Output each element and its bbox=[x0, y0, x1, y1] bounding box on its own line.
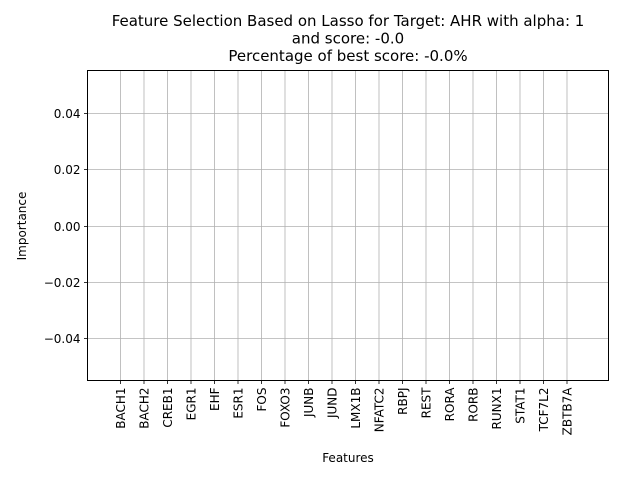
grid-lines bbox=[87, 70, 609, 381]
x-tick-label: TCF7L2 bbox=[537, 388, 551, 433]
plot-area-frame bbox=[87, 70, 609, 381]
y-axis-label: Importance bbox=[15, 192, 29, 261]
y-tick-label: 0.04 bbox=[54, 107, 81, 121]
y-tick-label: 0.02 bbox=[54, 163, 81, 177]
x-tick-label: CREB1 bbox=[161, 388, 175, 428]
x-tick-label: RUNX1 bbox=[490, 388, 504, 430]
y-tick-label: −0.04 bbox=[44, 332, 81, 346]
x-tick-label: JUND bbox=[325, 388, 339, 420]
x-tick-label: REST bbox=[419, 387, 433, 419]
x-tick-label: RBPJ bbox=[396, 388, 410, 415]
y-tick-label: −0.02 bbox=[44, 276, 81, 290]
x-tick-label: FOS bbox=[255, 388, 269, 412]
chart-title: Feature Selection Based on Lasso for Tar… bbox=[112, 12, 585, 65]
x-tick-label: BACH1 bbox=[114, 388, 128, 429]
x-tick-label: EHF bbox=[208, 387, 222, 411]
x-tick-label: RORB bbox=[466, 388, 480, 422]
x-tick-label: LMX1B bbox=[349, 388, 363, 429]
x-tick-label: BACH2 bbox=[137, 388, 151, 429]
x-axis-ticks: BACH1 BACH2 CREB1 EGR1 EHF ESR1 FOS FOXO3 JUNB JU… bbox=[114, 380, 574, 436]
chart-title-line-2: and score: -0.0 bbox=[292, 30, 404, 48]
chart-title-line-3: Percentage of best score: -0.0% bbox=[228, 47, 467, 65]
y-tick-label: 0.00 bbox=[54, 220, 81, 234]
x-axis-label: Features bbox=[322, 451, 374, 465]
x-tick-label: ZBTB7A bbox=[560, 387, 574, 436]
x-tick-label: FOXO3 bbox=[278, 388, 292, 428]
chart-title-line-1: Feature Selection Based on Lasso for Tar… bbox=[112, 12, 585, 30]
x-tick-label: EGR1 bbox=[184, 388, 198, 421]
x-tick-label: NFATC2 bbox=[372, 388, 386, 433]
y-axis-ticks: −0.04 −0.02 0.00 0.02 0.04 bbox=[44, 107, 88, 346]
x-tick-label: RORA bbox=[443, 387, 457, 422]
x-tick-label: JUNB bbox=[302, 388, 316, 419]
x-tick-label: ESR1 bbox=[231, 388, 245, 419]
x-tick-label: STAT1 bbox=[513, 388, 527, 424]
